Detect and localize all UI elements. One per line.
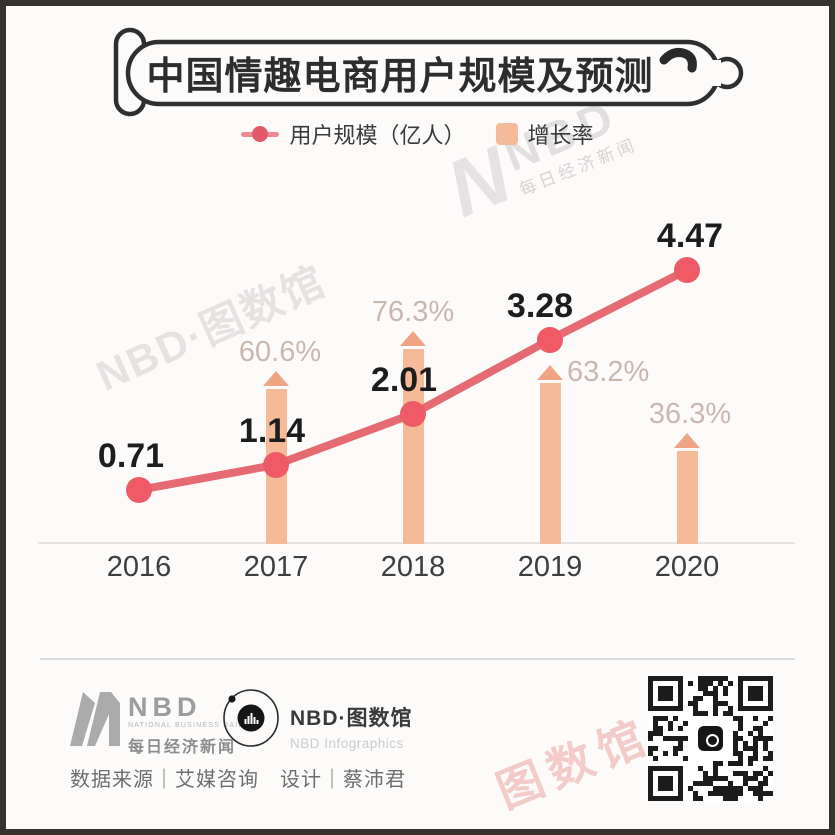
legend-label: 用户规模（亿人） <box>289 123 466 148</box>
condom-shine-swoosh-icon <box>659 48 697 73</box>
x-axis-tick-label: 2020 <box>654 551 720 583</box>
data-source-credit: 数据来源｜艾媒咨询 设计｜蔡沛君 <box>70 769 406 791</box>
data-point-dot <box>537 326 563 353</box>
bar-arrow-tip-icon <box>400 331 426 347</box>
nbd-logo-icon <box>70 692 120 746</box>
data-point-dot <box>400 400 426 427</box>
data-point-dot <box>263 451 289 478</box>
legend-label: 增长率 <box>527 123 594 148</box>
studio-block: NBD·图数馆 NBD Infographics <box>290 702 413 751</box>
studio-subtitle: NBD Infographics <box>290 736 404 751</box>
growth-rate-label: 60.6% <box>238 336 322 369</box>
data-point-dot <box>126 476 152 503</box>
growth-rate-label: 76.3% <box>371 296 455 329</box>
data-point-dot <box>674 257 700 283</box>
x-axis-tick-label: 2016 <box>106 551 172 583</box>
line-dot-marker-icon <box>241 125 280 143</box>
footer-divider <box>40 658 795 660</box>
brand-chinese-name: 每日经济新闻 <box>128 739 237 756</box>
growth-rate-bar <box>676 451 698 544</box>
growth-rate-bar <box>539 382 561 544</box>
bar-arrow-tip-icon <box>263 371 289 387</box>
user-scale-value-label: 3.28 <box>506 286 574 325</box>
chart-legend: 用户规模（亿人） 增长率 <box>0 118 835 150</box>
qr-center-logo-icon <box>692 720 729 757</box>
studio-name: NBD·图数馆 <box>290 707 413 730</box>
user-scale-value-label: 4.47 <box>656 217 724 255</box>
growth-rate-label: 36.3% <box>648 398 732 431</box>
bar-marker-icon <box>495 123 518 145</box>
legend-item-growth-rate: 增长率 <box>495 118 594 150</box>
brand-subtitle: NATIONAL BUSINESS DAILY <box>128 722 249 729</box>
bar-arrow-tip-icon <box>674 433 700 449</box>
title-bubble-condom-shape <box>113 27 744 117</box>
legend-item-user-scale: 用户规模（亿人） <box>241 118 466 150</box>
infographics-atom-logo-icon <box>223 689 279 747</box>
x-axis-tick-label: 2018 <box>380 551 446 583</box>
brand-name: NBD <box>128 692 202 722</box>
qr-code <box>648 676 773 801</box>
condom-junction <box>709 60 721 86</box>
x-axis-tick-label: 2019 <box>517 551 583 583</box>
x-axis-tick-label: 2017 <box>243 551 309 583</box>
bar-arrow-tip-icon <box>537 364 563 380</box>
user-scale-value-label: 1.14 <box>238 411 306 450</box>
nbd-brand-block: NBD NATIONAL BUSINESS DAILY 每日经济新闻 <box>128 694 249 757</box>
growth-rate-label: 63.2% <box>567 356 650 389</box>
user-scale-value-label: 2.01 <box>370 360 438 399</box>
user-scale-value-label: 0.71 <box>97 436 165 475</box>
growth-rate-bar <box>402 349 424 544</box>
page-title: 中国情趣电商用户规模及预测 <box>146 56 654 98</box>
